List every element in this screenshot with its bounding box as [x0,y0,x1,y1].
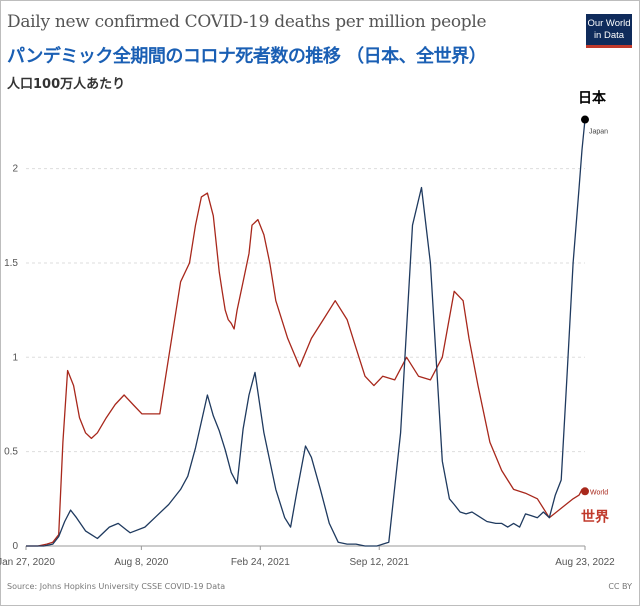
japan-label-en: Japan [589,129,608,136]
world-label-ja: 世界 [581,508,610,525]
logo-line-2: in Data [593,30,625,41]
x-tick-label-0: Jan 27, 2020 [0,557,55,568]
y-tick-label-2: 1 [12,352,18,363]
logo-line-1: Our World [587,18,631,29]
y-tick-label-1: 0.5 [4,447,18,458]
x-tick-label-4: Aug 23, 2022 [555,557,615,568]
source-note[interactable]: Source: Johns Hopkins University CSSE CO… [7,582,226,591]
y-tick-label-0: 0 [12,541,18,552]
chart-title-en: Daily new confirmed COVID-19 deaths per … [7,12,487,32]
license-note[interactable]: CC BY [608,582,632,591]
world-label-en: World [590,489,608,496]
series-line-world [26,192,586,547]
y-tick-label-3: 1.5 [4,258,18,269]
chart-subtitle-ja: 人口100万人あたり [7,77,126,92]
series-line-japan [26,119,586,547]
japan-end-point [581,115,589,124]
chart-title-ja: パンデミック全期間のコロナ死者数の推移 （日本、全世界） [7,46,487,67]
x-tick-label-1: Aug 8, 2020 [114,557,168,568]
x-tick-label-3: Sep 12, 2021 [349,557,409,568]
world-end-point [581,487,589,496]
owid-logo[interactable]: Our World in Data [586,14,632,48]
x-tick-label-2: Feb 24, 2021 [231,557,290,568]
y-tick-label-4: 2 [12,164,18,175]
japan-label-ja: 日本 [578,90,607,107]
